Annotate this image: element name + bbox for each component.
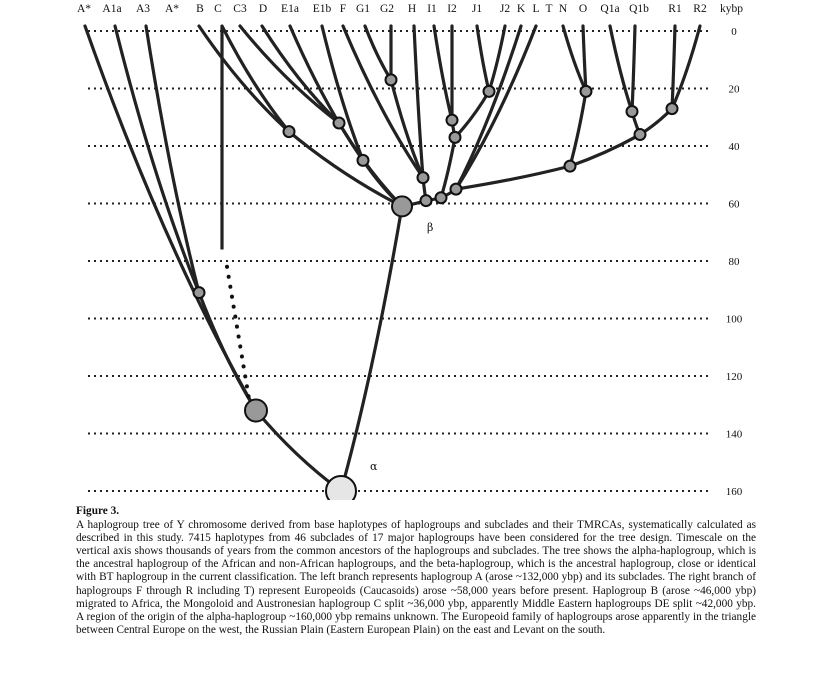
tree-nodes bbox=[192, 73, 679, 500]
haplogroup-label: N bbox=[559, 3, 568, 15]
haplogroup-label: R2 bbox=[693, 3, 707, 15]
tree-branch bbox=[432, 24, 454, 122]
tree-branch bbox=[630, 24, 637, 114]
haplogroup-label: A* bbox=[77, 3, 91, 15]
haplogroup-label: J2 bbox=[500, 3, 510, 15]
haplogroup-label: E1b bbox=[313, 3, 332, 15]
haplogroup-label: O bbox=[579, 3, 587, 15]
alpha-label: α bbox=[370, 460, 378, 473]
tree-branch bbox=[454, 164, 572, 191]
axis-unit-label: kybp bbox=[720, 3, 743, 15]
tree-node bbox=[482, 84, 496, 98]
caption-text: A haplogroup tree of Y chromosome derive… bbox=[76, 519, 756, 636]
timescale-gridlines bbox=[88, 30, 712, 492]
haplogroup-label: J1 bbox=[472, 3, 482, 15]
haplogroup-label: T bbox=[545, 3, 552, 15]
tree-node bbox=[445, 113, 459, 127]
tree-branch bbox=[320, 24, 365, 162]
tree-node bbox=[332, 116, 346, 130]
time-tick-label: 60 bbox=[729, 199, 741, 211]
haplogroup-label: A* bbox=[165, 3, 179, 15]
haplogroup-label: I2 bbox=[447, 3, 457, 15]
time-tick-label: 140 bbox=[726, 429, 743, 441]
tree-branch bbox=[341, 24, 425, 180]
tree-branch bbox=[288, 24, 365, 162]
time-tick-label: 20 bbox=[729, 84, 741, 96]
tree-node bbox=[563, 159, 577, 173]
haplogroup-label: C3 bbox=[233, 3, 247, 15]
haplogroup-label: G2 bbox=[380, 3, 394, 15]
haplogroup-label: Q1b bbox=[629, 3, 649, 15]
haplogroup-label: I1 bbox=[427, 3, 437, 15]
beta-label: β bbox=[427, 221, 433, 234]
haplogroup-label: Q1a bbox=[600, 3, 619, 15]
tree-branch bbox=[608, 24, 634, 114]
tree-branch bbox=[568, 132, 642, 168]
haplogroup-label: C bbox=[214, 3, 222, 15]
tree-branch bbox=[144, 24, 201, 295]
alpha-node bbox=[325, 475, 357, 500]
tree-branch bbox=[220, 24, 291, 134]
haplogroup-label: F bbox=[340, 3, 346, 15]
time-tick-label: 0 bbox=[731, 26, 737, 38]
tree-node bbox=[633, 128, 647, 141]
tree-branch bbox=[113, 24, 201, 295]
tree-node bbox=[665, 102, 679, 116]
tree-node bbox=[282, 125, 296, 139]
haplogroup-label: R1 bbox=[668, 3, 682, 15]
tree-node bbox=[356, 153, 370, 167]
tree-branch bbox=[568, 89, 588, 168]
tree-branch bbox=[254, 408, 343, 493]
figure-caption: Figure 3. A haplogroup tree of Y chromos… bbox=[76, 505, 756, 637]
tree-branch bbox=[670, 24, 702, 111]
tree-node bbox=[448, 130, 462, 144]
time-tick-label: 80 bbox=[729, 256, 741, 268]
haplogroup-labels: A* A1a A3 A* B C C3 D E1a E1b F G1 G2 H I1 I2 J1 J2 K L T N O Q… bbox=[77, 3, 707, 15]
haplogroup-label: D bbox=[259, 3, 267, 15]
tree-branch bbox=[475, 24, 491, 93]
tree-node bbox=[434, 191, 448, 205]
haplogroup-label: B bbox=[196, 3, 204, 15]
haplogroup-label: L bbox=[532, 3, 539, 15]
haplogroup-label: H bbox=[408, 3, 416, 15]
tree-node bbox=[192, 286, 206, 300]
tree-branch bbox=[339, 204, 404, 493]
tree-branch bbox=[83, 24, 258, 413]
tree-branch bbox=[454, 24, 538, 191]
tree-branches bbox=[83, 24, 702, 493]
haplogroup-label: G1 bbox=[356, 3, 370, 15]
caption-title: Figure 3. bbox=[76, 505, 120, 517]
tree-node bbox=[625, 105, 639, 118]
tree-node bbox=[449, 182, 463, 196]
tree-branch bbox=[389, 78, 425, 180]
timescale-ticks: 0 20 40 60 80 100 120 140 160 bbox=[726, 26, 743, 498]
tree-node bbox=[384, 73, 398, 87]
tree-branch bbox=[238, 24, 341, 125]
tree-branch bbox=[197, 24, 291, 134]
haplogroup-label: E1a bbox=[281, 3, 299, 15]
tree-node bbox=[579, 84, 593, 98]
tree-branch bbox=[670, 24, 677, 111]
time-tick-label: 100 bbox=[726, 314, 743, 326]
tree-branch bbox=[287, 130, 404, 208]
tree-node bbox=[419, 194, 433, 208]
time-tick-label: 40 bbox=[729, 141, 741, 153]
beta-node bbox=[391, 195, 413, 218]
time-tick-label: 160 bbox=[726, 486, 743, 498]
haplogroup-label: A3 bbox=[136, 3, 150, 15]
haplogroup-tree-figure: A* A1a A3 A* B C C3 D E1a E1b F G1 G2 H I1 I2 J1 J2 K L T N O Q… bbox=[77, 3, 743, 500]
tree-branch bbox=[260, 24, 341, 125]
haplogroup-label: K bbox=[517, 3, 526, 15]
tree-branch bbox=[412, 24, 425, 180]
left-branch-node bbox=[244, 398, 268, 423]
time-tick-label: 120 bbox=[726, 371, 743, 383]
dotted-branch bbox=[225, 264, 251, 401]
tree-branch bbox=[363, 24, 393, 82]
tree-branch bbox=[454, 24, 523, 191]
haplogroup-label: A1a bbox=[102, 3, 121, 15]
tree-node bbox=[416, 171, 430, 185]
